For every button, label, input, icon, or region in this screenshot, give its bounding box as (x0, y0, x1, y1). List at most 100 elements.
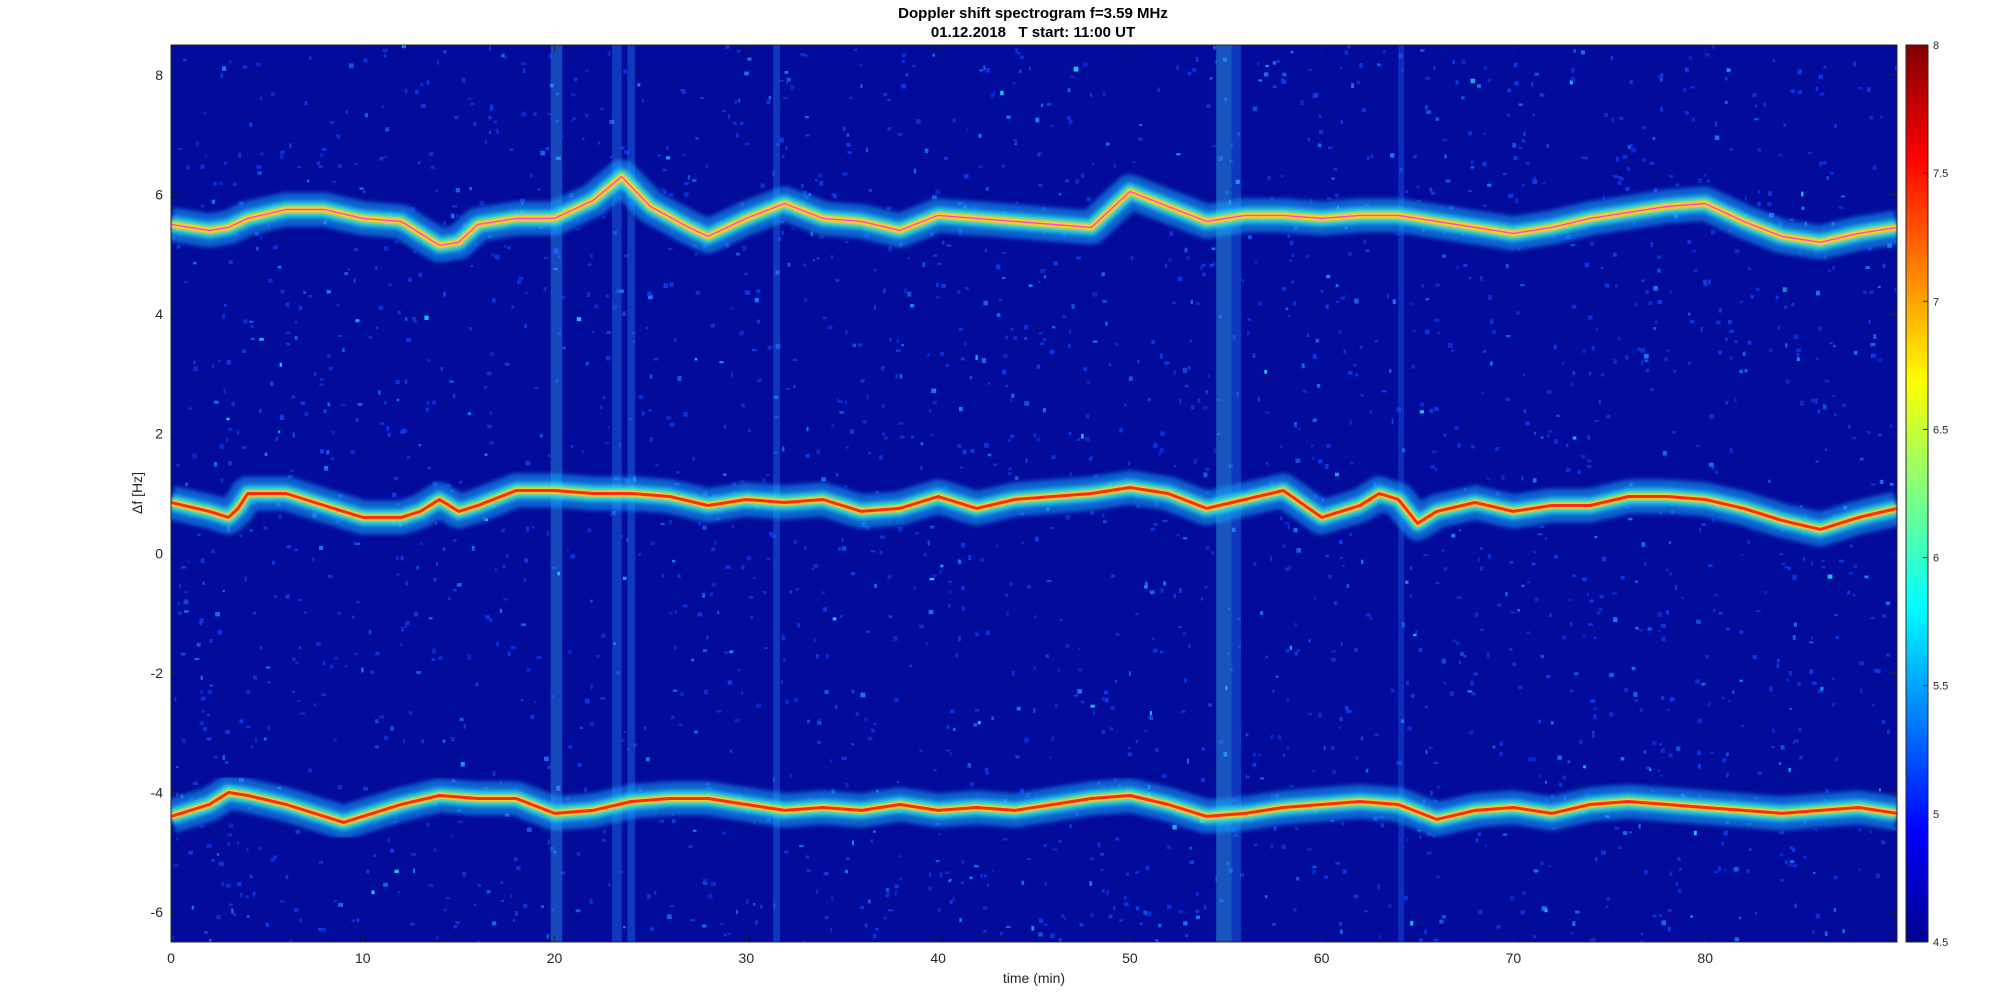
noise-speck (887, 99, 892, 102)
noise-speck (901, 60, 905, 63)
noise-speck (269, 381, 274, 386)
noise-speck (1886, 729, 1891, 735)
noise-speck (1488, 78, 1491, 83)
noise-speck (178, 583, 182, 589)
noise-speck (1591, 937, 1596, 942)
noise-speck (1471, 445, 1475, 449)
noise-speck (581, 449, 584, 453)
noise-speck (1572, 921, 1576, 927)
noise-speck (843, 485, 848, 488)
noise-speck (501, 528, 505, 533)
colorbar-tick-label: 5.5 (1933, 681, 1948, 693)
noise-speck (1312, 865, 1317, 869)
noise-speck (922, 262, 926, 268)
noise-speck (1657, 611, 1663, 617)
noise-speck (326, 450, 330, 455)
noise-speck (960, 357, 966, 361)
noise-speck (1252, 762, 1257, 767)
noise-speck (793, 540, 798, 545)
noise-speck (240, 892, 243, 898)
noise-speck (1380, 823, 1384, 828)
noise-speck (1629, 143, 1634, 147)
noise-speck (1027, 857, 1031, 861)
trace-line (171, 486, 1897, 531)
noise-speck (467, 412, 472, 416)
noise-speck (1126, 872, 1130, 876)
noise-speck (1815, 357, 1820, 361)
noise-speck (1101, 730, 1106, 734)
noise-speck (1051, 325, 1056, 329)
noise-speck (986, 883, 990, 888)
noise-speck (540, 150, 546, 156)
noise-speck (1294, 622, 1297, 627)
noise-speck (1058, 839, 1062, 843)
noise-speck (1043, 844, 1048, 847)
noise-speck (449, 380, 454, 383)
noise-speck (272, 245, 278, 250)
noise-speck (576, 851, 581, 856)
noise-speck (1768, 479, 1771, 484)
noise-speck (1582, 635, 1586, 638)
noise-speck (845, 330, 848, 335)
noise-speck (500, 881, 503, 885)
noise-speck (1349, 533, 1352, 536)
noise-speck (920, 442, 924, 446)
noise-speck (935, 189, 940, 195)
noise-speck (1687, 361, 1692, 365)
noise-speck (766, 557, 771, 561)
noise-speck (1353, 363, 1357, 367)
noise-speck (1780, 852, 1783, 857)
noise-speck (929, 433, 934, 436)
noise-speck (1289, 259, 1292, 262)
noise-speck (1435, 283, 1440, 287)
noise-speck (1264, 895, 1268, 899)
noise-speck (945, 364, 950, 367)
noise-speck (1715, 470, 1718, 475)
noise-speck (1097, 842, 1101, 848)
noise-speck (680, 691, 684, 696)
noise-speck (570, 119, 574, 122)
noise-speck (920, 466, 923, 471)
noise-speck (341, 403, 346, 407)
noise-speck (736, 132, 739, 138)
noise-speck (1639, 940, 1645, 942)
noise-speck (1090, 456, 1094, 460)
noise-speck (1139, 922, 1143, 926)
noise-speck (1697, 178, 1703, 183)
noise-speck (867, 736, 873, 741)
noise-speck (935, 282, 939, 287)
noise-speck (1468, 730, 1474, 735)
noise-speck (1192, 68, 1197, 72)
noise-speck (1195, 910, 1200, 914)
noise-speck (413, 320, 417, 323)
noise-speck (1683, 87, 1686, 92)
noise-speck (199, 720, 204, 726)
noise-speck (1275, 675, 1279, 678)
noise-speck (871, 728, 875, 733)
noise-speck (1483, 204, 1487, 208)
noise-speck (547, 839, 551, 845)
noise-speck (895, 373, 898, 379)
noise-speck (1624, 688, 1629, 692)
noise-speck (1534, 870, 1538, 874)
noise-speck (1801, 191, 1804, 197)
noise-speck (1105, 142, 1110, 146)
noise-speck (838, 546, 842, 551)
noise-speck (1528, 756, 1533, 762)
noise-speck (1037, 153, 1040, 157)
noise-speck (731, 482, 737, 486)
noise-speck (1294, 826, 1299, 831)
noise-speck (401, 626, 404, 632)
noise-speck (740, 121, 744, 126)
noise-speck (451, 205, 457, 208)
noise-speck (1779, 553, 1784, 556)
noise-speck (1435, 875, 1441, 878)
noise-speck (983, 442, 989, 448)
noise-speck (177, 611, 182, 615)
noise-speck (1565, 467, 1571, 473)
noise-speck (1340, 642, 1343, 646)
noise-speck (838, 400, 843, 403)
noise-speck (1253, 752, 1256, 757)
noise-speck (252, 611, 257, 615)
noise-speck (913, 168, 917, 174)
